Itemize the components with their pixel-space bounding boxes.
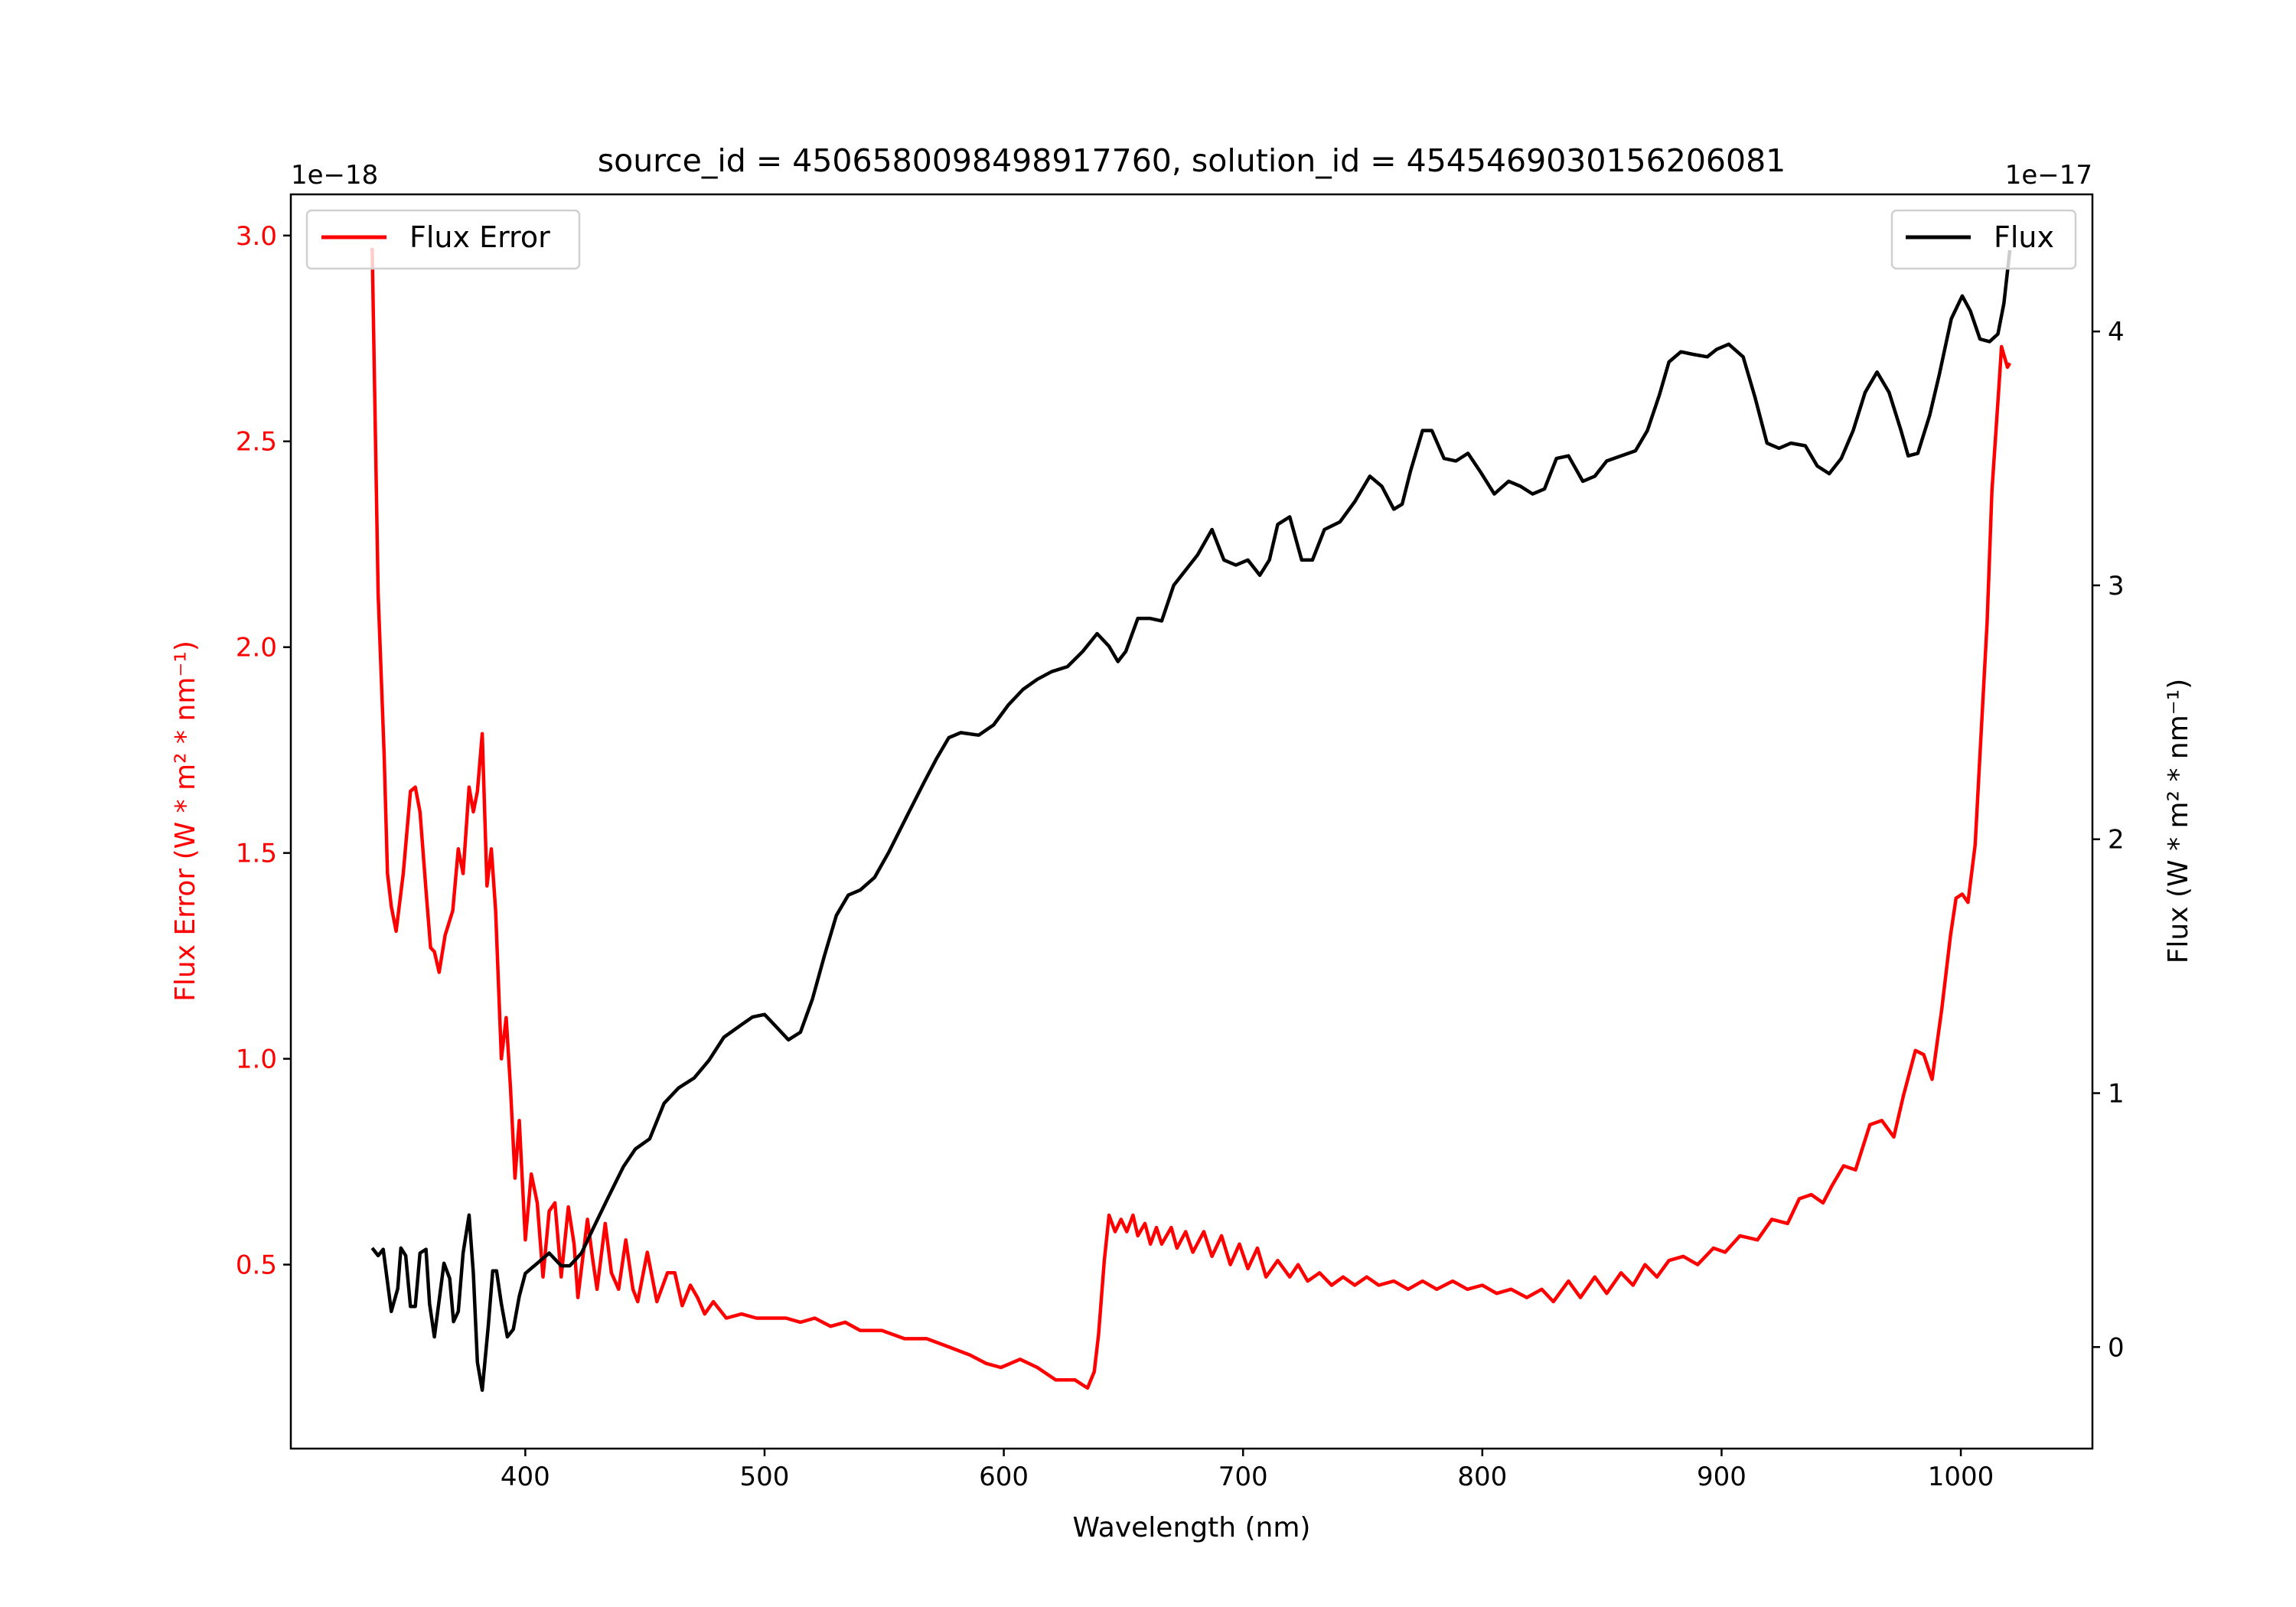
- x-tick-label: 600: [979, 1462, 1029, 1492]
- left-y-tick-label: 3.0: [236, 221, 277, 252]
- right-y-tick-label: 4: [2108, 317, 2125, 347]
- legend-frame: [305, 209, 581, 270]
- x-tick-label: 800: [1457, 1462, 1507, 1492]
- legend-flux-error: Flux Error: [305, 209, 581, 270]
- right-y-tick-label: 3: [2108, 571, 2125, 601]
- right-y-tick-label: 2: [2108, 825, 2125, 856]
- legend-frame: [1890, 209, 2077, 270]
- left-y-tick-label: 0.5: [236, 1250, 277, 1281]
- legend-label-flux-error: Flux Error: [409, 220, 550, 254]
- x-tick-label: 400: [501, 1462, 550, 1492]
- legend-label-flux: Flux: [1994, 220, 2054, 254]
- series-layer: [370, 247, 2012, 1392]
- left-y-tick-label: 1.5: [236, 839, 277, 869]
- left-y-tick-label: 2.5: [236, 427, 277, 458]
- left-y-tick-label: 1.0: [236, 1045, 277, 1075]
- series-line-flux-error: [370, 247, 2012, 1390]
- left-y-axis-label: Flux Error (W * m² * nm⁻¹): [170, 641, 201, 1002]
- axes-frame: [289, 193, 2094, 1450]
- right-y-axis-label: Flux (W * m² * nm⁻¹): [2163, 679, 2194, 964]
- x-tick-label: 900: [1697, 1462, 1746, 1492]
- right-y-tick-label: 1: [2108, 1079, 2125, 1110]
- series-line-flux: [370, 249, 2012, 1392]
- left-y-tick-label: 2.0: [236, 633, 277, 663]
- x-axis-label: Wavelength (nm): [1073, 1512, 1311, 1543]
- x-tick-label: 700: [1218, 1462, 1268, 1492]
- x-tick-label: 500: [740, 1462, 790, 1492]
- right-axis-offset: 1e−17: [2005, 160, 2092, 191]
- right-y-tick-label: 0: [2108, 1332, 2125, 1363]
- left-axis-offset: 1e−18: [291, 160, 378, 191]
- chart-title: source_id = 4506580098498917760, solutio…: [598, 142, 1786, 179]
- ticks-layer: 400 500 600 700 800 900 1000 0.5 1.0 1.5 2.0 2.5 3.0…: [236, 221, 2125, 1492]
- x-tick-label: 1000: [1928, 1462, 1994, 1492]
- legend-flux: Flux: [1890, 209, 2077, 270]
